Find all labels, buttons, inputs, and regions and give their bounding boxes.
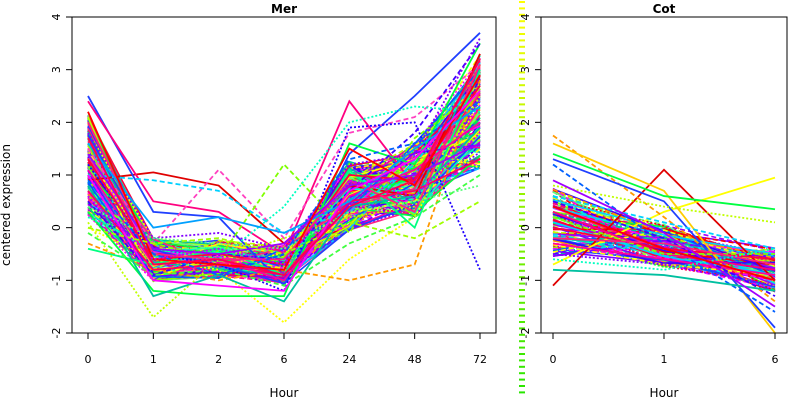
series-line — [552, 195, 776, 250]
y-tick-label: 3 — [50, 66, 63, 73]
y-tick-label: -2 — [519, 328, 532, 339]
y-tick-label: 1 — [50, 172, 63, 179]
series-line — [87, 58, 481, 277]
y-tick-label: -1 — [519, 275, 532, 286]
x-tick-label: 1 — [661, 353, 668, 366]
series-line — [552, 245, 776, 279]
series-line — [552, 243, 776, 257]
series-line — [87, 98, 481, 275]
y-tick-label: 2 — [50, 119, 63, 126]
x-tick-label: 6 — [772, 353, 779, 366]
series-line — [552, 212, 776, 274]
series-line — [87, 184, 481, 250]
y-tick-label: 3 — [519, 66, 532, 73]
series-line — [87, 134, 481, 285]
series-line — [87, 105, 481, 234]
y-tick-label: 2 — [519, 119, 532, 126]
y-tick-label: -2 — [50, 328, 63, 339]
x-tick-label: 24 — [342, 353, 356, 366]
y-axis-mer: -2 -1 0 1 2 3 4 — [50, 14, 72, 339]
series-line — [87, 200, 481, 255]
series-line — [552, 153, 776, 211]
panel-title-cot: Cot — [653, 2, 676, 16]
x-tick-label: 0 — [550, 353, 557, 366]
y-tick-label: 1 — [519, 172, 532, 179]
series-line — [87, 126, 481, 303]
series-layer-mer — [87, 32, 481, 324]
series-line — [552, 176, 776, 266]
series-line — [87, 132, 481, 266]
series-line — [552, 200, 776, 297]
series-line — [552, 243, 776, 277]
series-line — [87, 74, 481, 271]
x-tick-label: 2 — [215, 353, 222, 366]
series-line — [87, 121, 481, 293]
panel-cot: Cot -2 -1 0 1 2 3 4 0 1 6 Hour — [519, 2, 788, 400]
series-line — [87, 37, 481, 250]
panel-mer: Mer -2 -1 0 1 2 3 4 0 1 2 6 24 48 72 Hour — [50, 2, 497, 400]
series-line — [552, 268, 776, 292]
y-tick-label: 4 — [519, 14, 532, 21]
series-line — [552, 247, 776, 271]
y-tick-label: 0 — [519, 224, 532, 231]
y-axis-cot: -2 -1 0 1 2 3 4 — [519, 14, 541, 339]
series-layer-cot — [552, 134, 776, 333]
series-line — [552, 253, 776, 287]
series-line — [552, 179, 776, 308]
series-line — [552, 229, 776, 267]
series-line — [87, 142, 481, 255]
series-line — [87, 90, 481, 292]
series-line — [87, 95, 481, 319]
x-axis-title-mer: Hour — [270, 386, 299, 400]
x-axis-title-cot: Hour — [650, 386, 679, 400]
series-line — [552, 212, 776, 258]
panel-title-mer: Mer — [271, 2, 297, 16]
series-line — [552, 247, 776, 282]
series-line — [552, 210, 776, 263]
series-line — [552, 221, 776, 276]
series-line — [552, 134, 776, 303]
y-tick-label: 0 — [50, 224, 63, 231]
series-line — [552, 187, 776, 290]
x-tick-label: 0 — [85, 353, 92, 366]
series-line — [87, 100, 481, 277]
y-tick-label: -1 — [50, 275, 63, 286]
x-axis-cot: 0 1 6 — [550, 333, 779, 366]
series-line — [552, 216, 775, 255]
series-line — [552, 205, 776, 282]
series-line — [87, 174, 481, 287]
series-line — [87, 42, 481, 298]
legend-strip — [519, 1, 525, 394]
x-tick-label: 72 — [473, 353, 487, 366]
series-line — [552, 184, 776, 224]
x-tick-label: 1 — [150, 353, 157, 366]
series-line — [552, 188, 776, 259]
x-tick-label: 6 — [281, 353, 288, 366]
plot-frame-cot — [540, 16, 788, 334]
series-line — [552, 233, 776, 289]
x-tick-label: 48 — [408, 353, 422, 366]
series-line — [552, 206, 776, 255]
x-axis-mer: 0 1 2 6 24 48 72 — [85, 333, 487, 366]
y-tick-label: 4 — [50, 14, 63, 21]
y-axis-title: centered expression — [0, 144, 13, 266]
series-line — [552, 237, 776, 266]
